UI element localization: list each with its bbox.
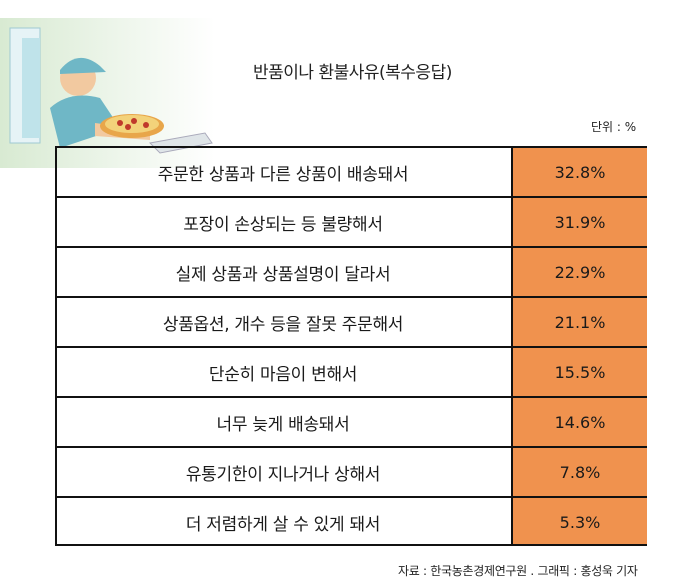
reason-label: 유통기한이 지나거나 상해서 [55,446,511,496]
table-row: 단순히 마음이 변해서 15.5% [55,346,647,396]
table-row: 더 저렴하게 살 수 있게 돼서 5.3% [55,496,647,546]
reason-label: 더 저렴하게 살 수 있게 돼서 [55,496,511,546]
reason-value: 22.9% [511,246,647,296]
reason-label: 단순히 마음이 변해서 [55,346,511,396]
delivery-pizza-icon [0,18,215,168]
reason-value: 21.1% [511,296,647,346]
reason-value: 7.8% [511,446,647,496]
reason-value: 31.9% [511,196,647,246]
table-row: 주문한 상품과 다른 상품이 배송돼서 32.8% [55,146,647,196]
reason-label: 너무 늦게 배송돼서 [55,396,511,446]
table-row: 실제 상품과 상품설명이 달라서 22.9% [55,246,647,296]
delivery-person-illustration [0,18,215,168]
unit-label: 단위 : % [591,120,637,134]
reason-value: 32.8% [511,146,647,196]
reason-value: 14.6% [511,396,647,446]
table-row: 너무 늦게 배송돼서 14.6% [55,396,647,446]
chart-title: 반품이나 환불사유(복수응답) [253,63,452,83]
reason-value: 15.5% [511,346,647,396]
table-row: 상품옵션, 개수 등을 잘못 주문해서 21.1% [55,296,647,346]
table-row: 유통기한이 지나거나 상해서 7.8% [55,446,647,496]
reason-label: 포장이 손상되는 등 불량해서 [55,196,511,246]
source-credit: 자료 : 한국농촌경제연구원 . 그래픽 : 홍성욱 기자 [398,564,638,578]
reason-label: 상품옵션, 개수 등을 잘못 주문해서 [55,296,511,346]
reason-value: 5.3% [511,496,647,546]
table-row: 포장이 손상되는 등 불량해서 31.9% [55,196,647,246]
reason-label: 주문한 상품과 다른 상품이 배송돼서 [55,146,511,196]
reason-label: 실제 상품과 상품설명이 달라서 [55,246,511,296]
